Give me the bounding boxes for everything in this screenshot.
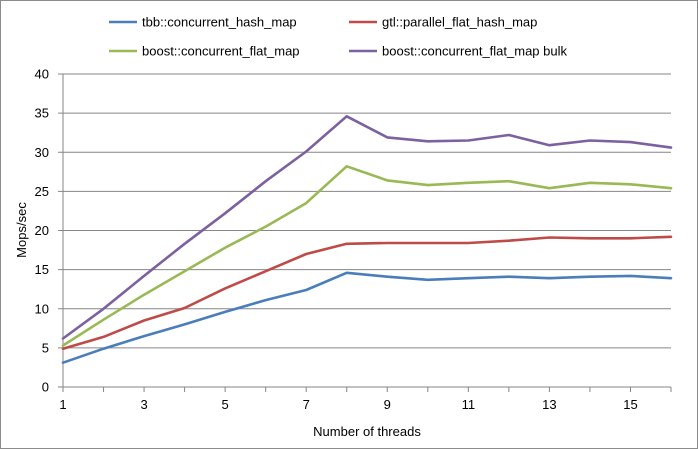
x-tick-label: 1 <box>59 397 66 412</box>
y-tick-label: 40 <box>35 67 49 82</box>
y-tick-label: 15 <box>35 262 49 277</box>
x-tick-label: 3 <box>140 397 147 412</box>
x-axis-title: Number of threads <box>313 424 421 439</box>
x-tick-label: 5 <box>222 397 229 412</box>
y-tick-label: 20 <box>35 223 49 238</box>
x-axis-ticks: 1 3 5 7 9 11 13 15 <box>59 387 672 412</box>
x-tick-label: 11 <box>462 397 476 412</box>
legend-label: boost::concurrent_flat_map bulk <box>382 44 567 59</box>
series-line <box>61 115 673 340</box>
legend: tbb::concurrent_hash_map gtl::parallel_fl… <box>109 15 567 59</box>
y-tick-label: 35 <box>35 106 49 121</box>
legend-label: boost::concurrent_flat_map <box>142 44 300 59</box>
y-tick-label: 0 <box>42 380 49 395</box>
y-tick-label: 10 <box>35 301 49 316</box>
x-tick-label: 9 <box>384 397 391 412</box>
legend-label: tbb::concurrent_hash_map <box>142 15 297 30</box>
y-axis-ticks: 0 5 10 15 20 25 30 35 40 <box>35 67 63 395</box>
series-lines <box>61 115 673 365</box>
x-tick-label: 15 <box>623 397 637 412</box>
y-axis-title: Mops/sec <box>14 202 29 258</box>
series-line <box>61 165 673 347</box>
y-tick-label: 5 <box>42 340 49 355</box>
series-line <box>61 271 673 365</box>
y-tick-label: 30 <box>35 145 49 160</box>
series-line <box>61 235 673 351</box>
gridlines <box>63 73 671 349</box>
x-tick-label: 13 <box>542 397 556 412</box>
legend-label: gtl::parallel_flat_hash_map <box>382 15 537 30</box>
y-tick-label: 25 <box>35 184 49 199</box>
x-tick-label: 7 <box>303 397 310 412</box>
